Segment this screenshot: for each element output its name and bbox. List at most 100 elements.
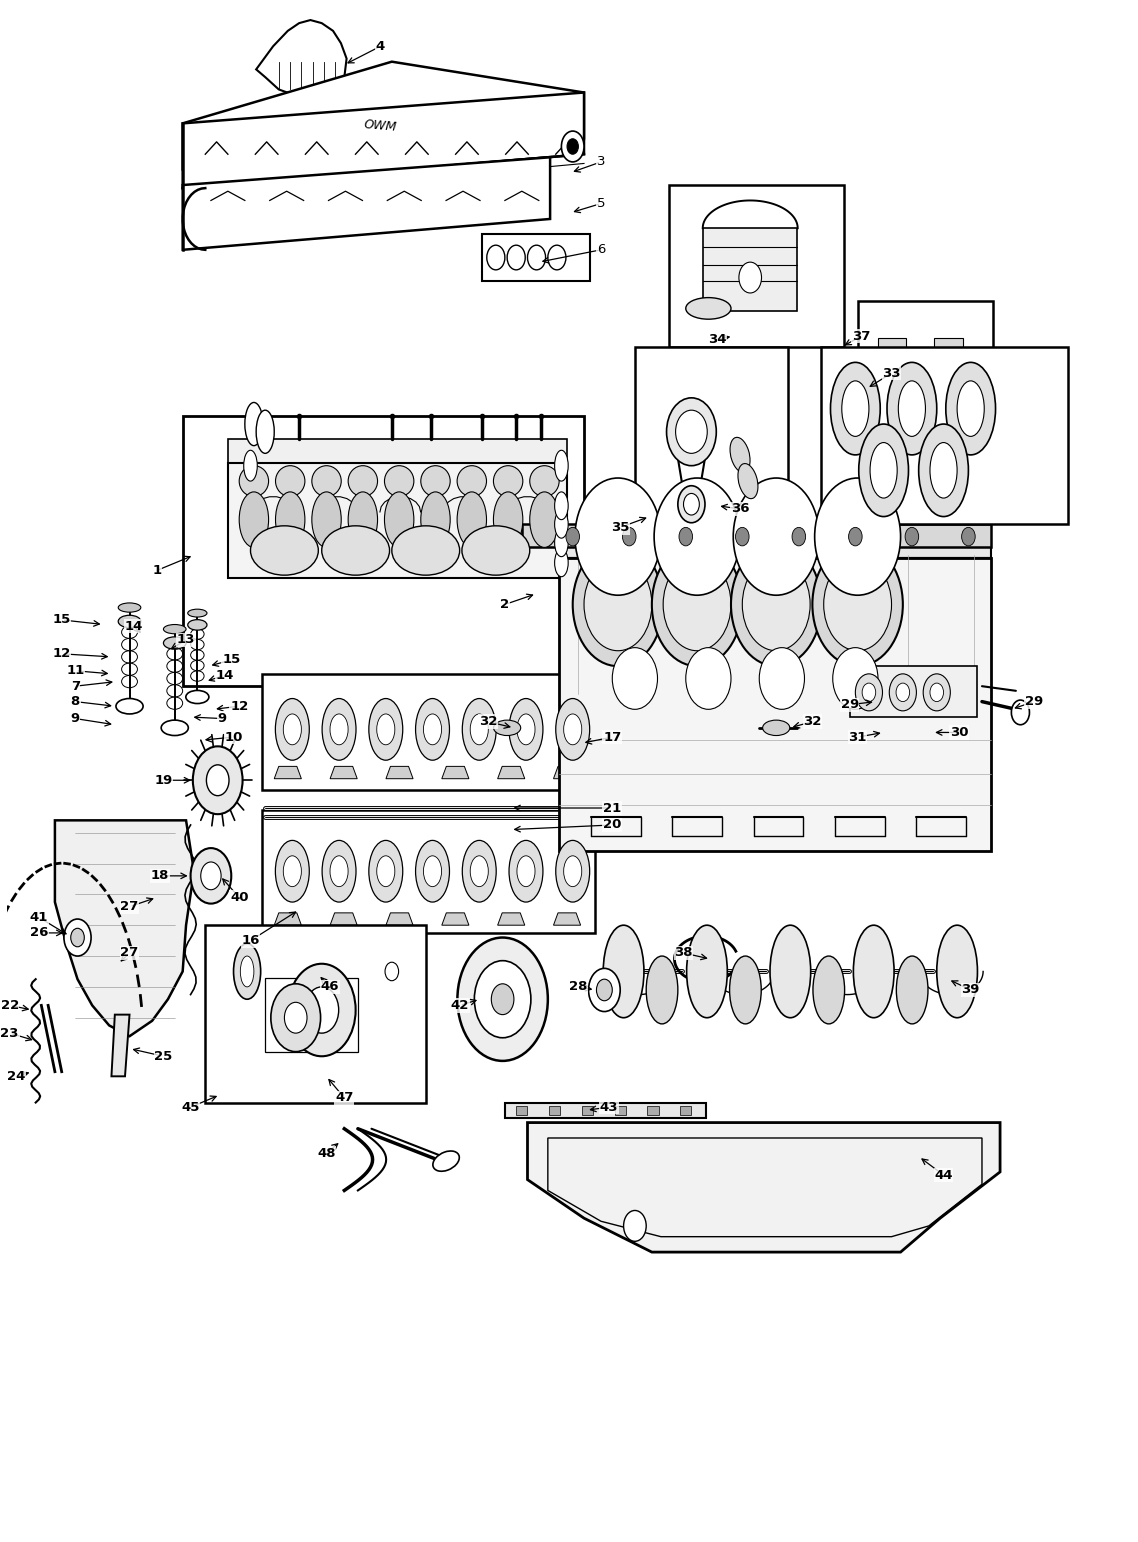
Ellipse shape <box>859 424 908 517</box>
Ellipse shape <box>256 410 274 453</box>
Text: 44: 44 <box>934 1169 953 1181</box>
Circle shape <box>833 648 879 709</box>
Circle shape <box>676 410 707 453</box>
Circle shape <box>930 683 943 702</box>
Ellipse shape <box>530 466 559 497</box>
Ellipse shape <box>162 720 188 736</box>
Ellipse shape <box>770 925 810 1018</box>
Bar <box>934 364 963 382</box>
Circle shape <box>206 765 229 796</box>
Text: 45: 45 <box>181 1101 200 1113</box>
Ellipse shape <box>937 925 978 1018</box>
Ellipse shape <box>275 699 310 760</box>
Ellipse shape <box>494 492 522 547</box>
Ellipse shape <box>563 714 582 745</box>
Circle shape <box>567 139 578 154</box>
Ellipse shape <box>731 438 750 472</box>
Polygon shape <box>183 62 584 200</box>
Circle shape <box>652 543 742 666</box>
Ellipse shape <box>188 609 207 617</box>
Circle shape <box>815 478 900 595</box>
Ellipse shape <box>686 925 727 1018</box>
Text: 9: 9 <box>71 712 80 725</box>
Circle shape <box>856 674 882 711</box>
Ellipse shape <box>250 526 319 575</box>
Polygon shape <box>112 1015 130 1076</box>
Circle shape <box>889 674 916 711</box>
Ellipse shape <box>239 492 269 547</box>
Polygon shape <box>442 913 469 925</box>
Ellipse shape <box>233 944 261 999</box>
Circle shape <box>733 478 819 595</box>
Ellipse shape <box>118 615 141 628</box>
Ellipse shape <box>385 492 414 547</box>
Ellipse shape <box>457 466 487 497</box>
Circle shape <box>596 979 612 1001</box>
Text: 30: 30 <box>950 726 968 739</box>
Ellipse shape <box>762 720 790 736</box>
Ellipse shape <box>118 603 141 612</box>
Bar <box>934 338 963 356</box>
Text: 19: 19 <box>155 774 173 786</box>
Ellipse shape <box>494 466 522 497</box>
Circle shape <box>654 478 740 595</box>
Polygon shape <box>850 666 978 717</box>
Circle shape <box>492 984 514 1015</box>
Ellipse shape <box>462 526 530 575</box>
Circle shape <box>686 648 731 709</box>
Text: 7: 7 <box>71 680 80 692</box>
Polygon shape <box>228 439 567 463</box>
Ellipse shape <box>494 720 521 736</box>
Text: 28: 28 <box>569 981 587 993</box>
Text: 43: 43 <box>600 1101 618 1113</box>
Ellipse shape <box>369 699 403 760</box>
Ellipse shape <box>554 492 568 520</box>
Ellipse shape <box>415 840 450 902</box>
Bar <box>934 389 963 407</box>
Bar <box>879 338 906 356</box>
Ellipse shape <box>185 691 209 703</box>
Ellipse shape <box>275 840 310 902</box>
Polygon shape <box>330 913 357 925</box>
Ellipse shape <box>957 381 984 436</box>
Circle shape <box>962 527 975 546</box>
Ellipse shape <box>462 840 496 902</box>
Text: 1: 1 <box>152 564 162 577</box>
Ellipse shape <box>470 714 488 745</box>
Circle shape <box>305 987 339 1033</box>
Circle shape <box>575 478 661 595</box>
Ellipse shape <box>421 466 451 497</box>
Circle shape <box>624 1210 646 1241</box>
Ellipse shape <box>462 699 496 760</box>
Polygon shape <box>330 766 357 779</box>
Ellipse shape <box>737 464 758 498</box>
Text: 22: 22 <box>0 999 19 1012</box>
Circle shape <box>849 527 863 546</box>
Polygon shape <box>386 913 413 925</box>
Polygon shape <box>553 766 580 779</box>
Ellipse shape <box>554 450 568 481</box>
Bar <box>879 389 906 407</box>
Ellipse shape <box>729 956 761 1024</box>
Ellipse shape <box>240 956 254 987</box>
Ellipse shape <box>369 840 403 902</box>
Polygon shape <box>274 766 302 779</box>
Ellipse shape <box>603 925 644 1018</box>
Text: 46: 46 <box>321 981 339 993</box>
Ellipse shape <box>348 466 378 497</box>
Circle shape <box>457 938 547 1061</box>
Polygon shape <box>386 766 413 779</box>
Bar <box>635 347 787 524</box>
Polygon shape <box>256 20 347 97</box>
Bar <box>265 978 358 1052</box>
Circle shape <box>678 486 704 523</box>
Circle shape <box>684 493 700 515</box>
Ellipse shape <box>275 466 305 497</box>
Ellipse shape <box>530 492 559 547</box>
Polygon shape <box>497 913 525 925</box>
Ellipse shape <box>377 714 395 745</box>
Ellipse shape <box>517 714 535 745</box>
Ellipse shape <box>283 714 302 745</box>
Polygon shape <box>55 820 193 1036</box>
Text: 3: 3 <box>596 156 605 168</box>
